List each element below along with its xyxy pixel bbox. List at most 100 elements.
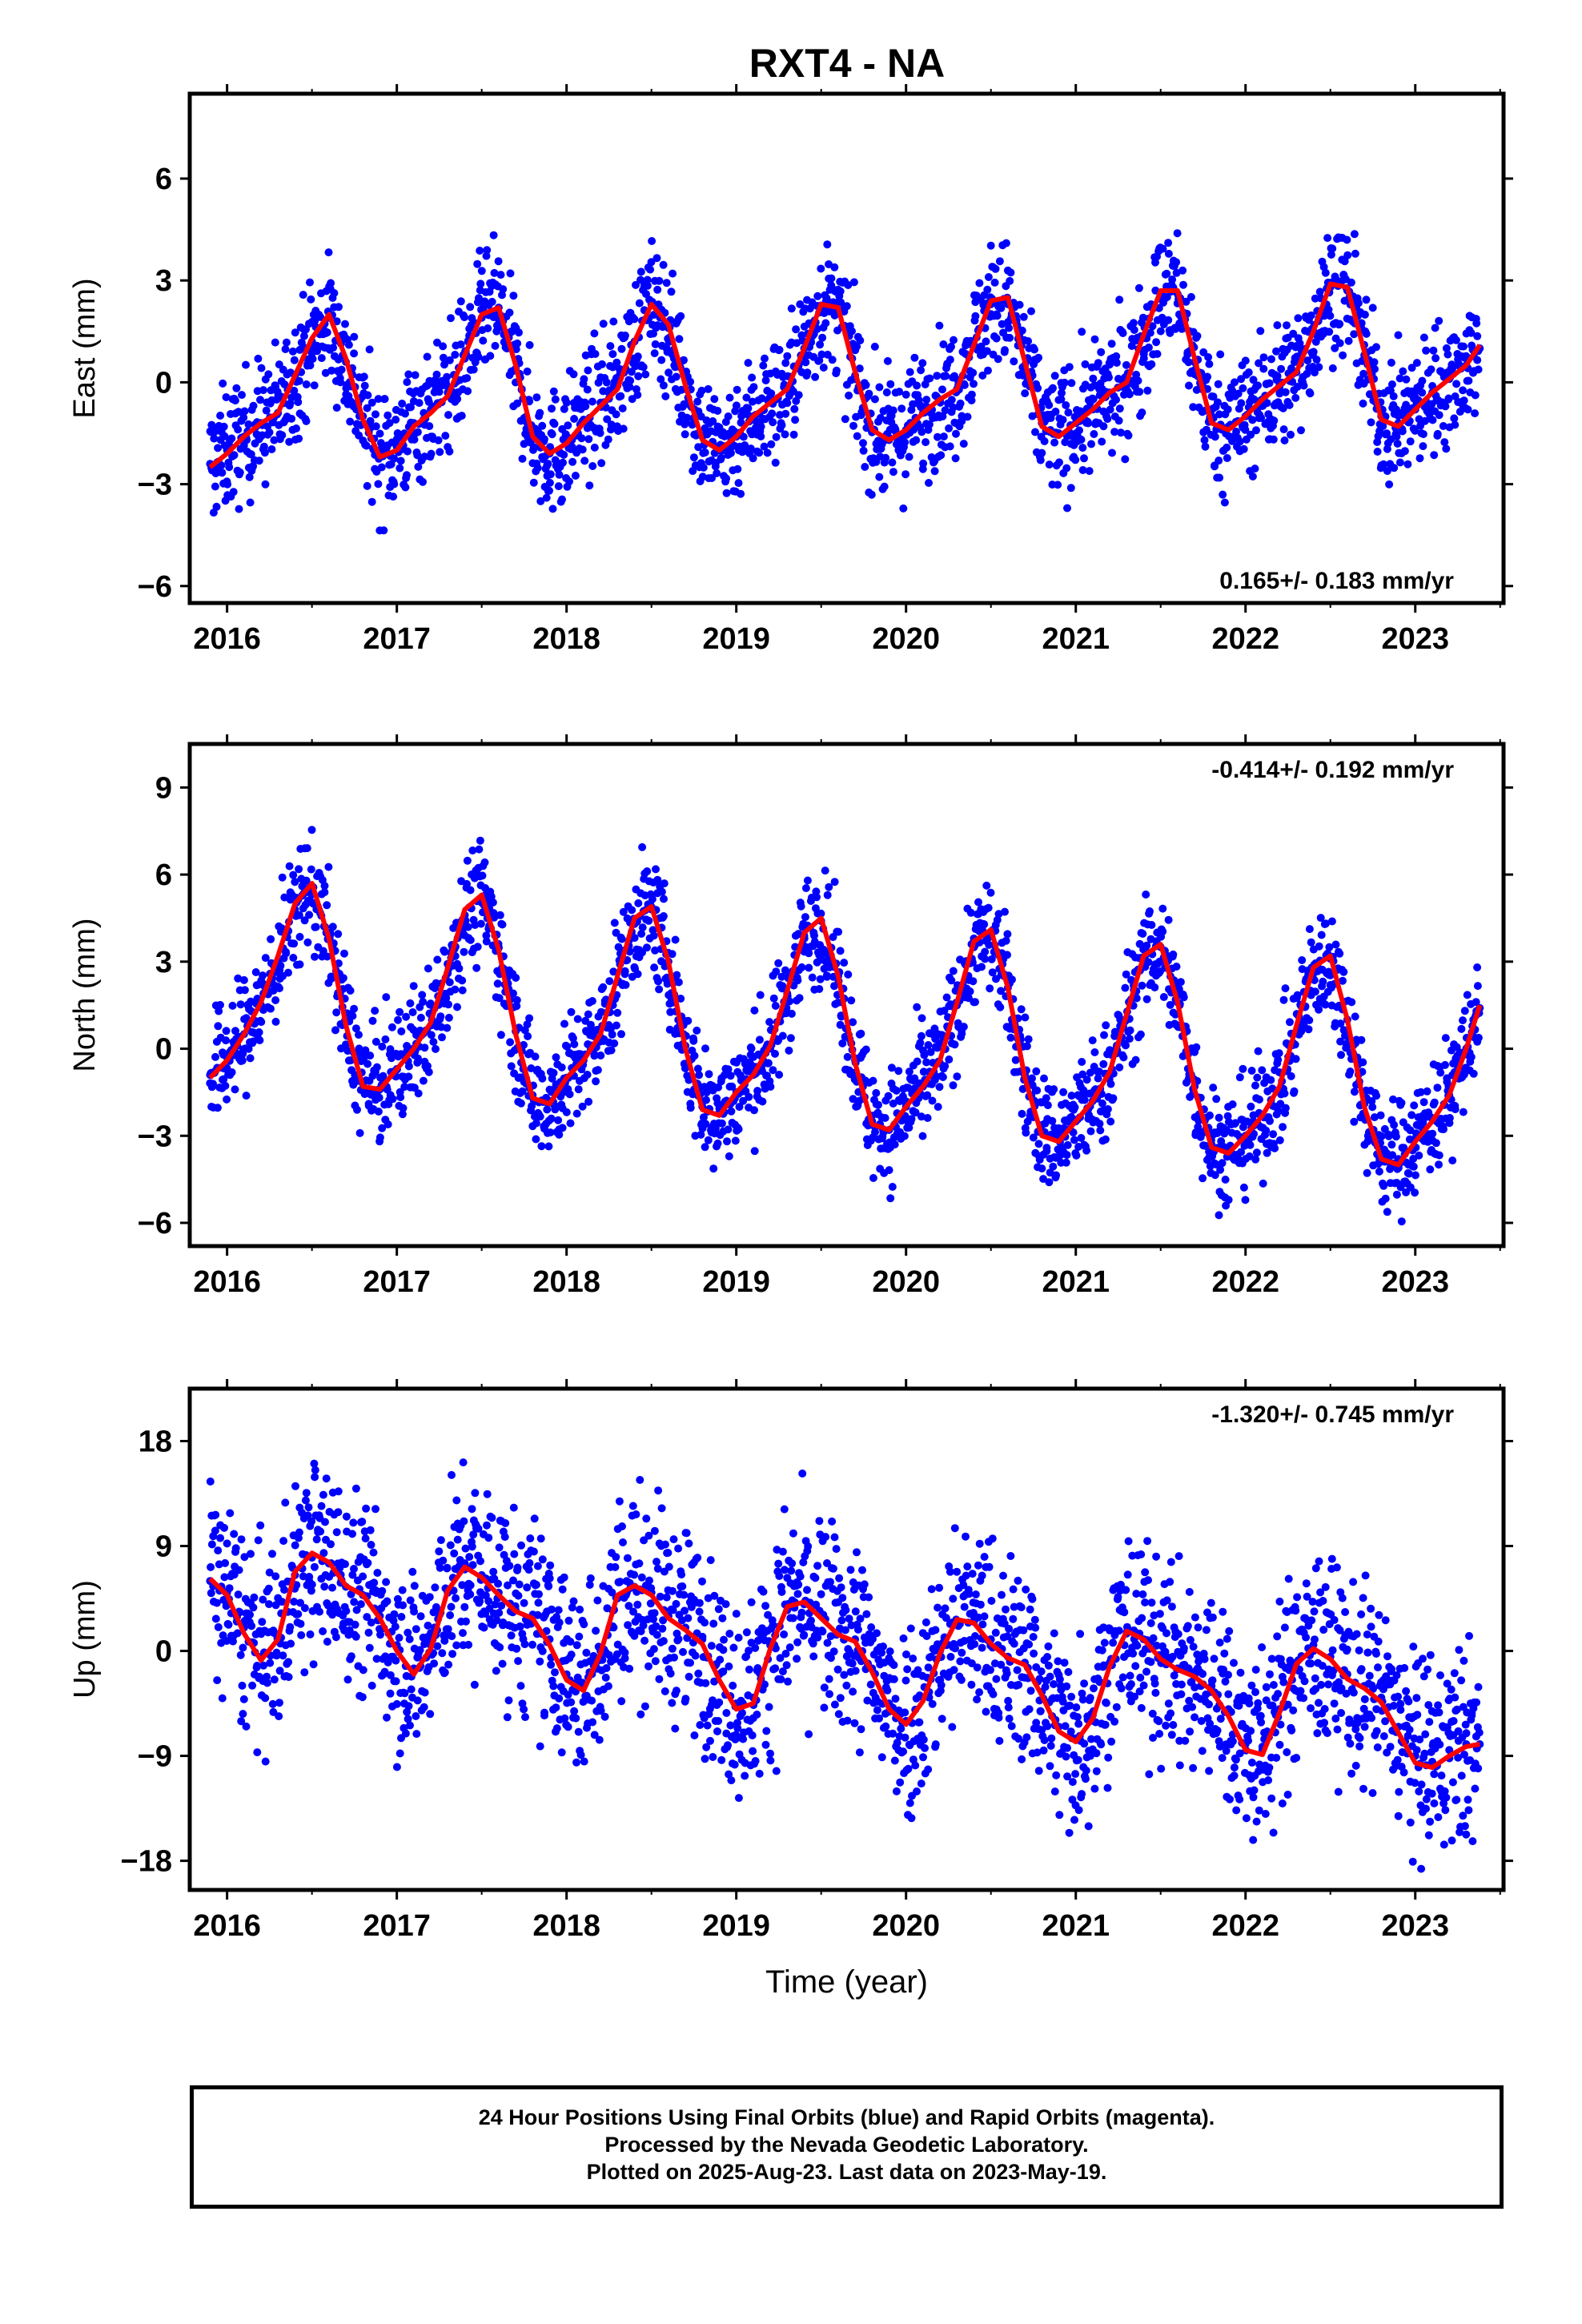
north-point bbox=[778, 982, 787, 991]
north-point bbox=[453, 1003, 461, 1011]
east-point bbox=[496, 271, 505, 279]
north-point bbox=[1122, 1041, 1130, 1050]
east-point bbox=[1062, 401, 1070, 409]
north-point bbox=[1415, 1151, 1423, 1160]
north-point bbox=[724, 1065, 733, 1074]
north-point bbox=[414, 1089, 423, 1098]
east-point bbox=[650, 349, 659, 358]
east-point bbox=[1340, 257, 1349, 266]
north-point bbox=[227, 1068, 236, 1076]
north-point bbox=[427, 1031, 436, 1039]
north-point bbox=[291, 878, 299, 887]
north-point bbox=[409, 982, 418, 991]
east-point bbox=[1089, 374, 1098, 383]
east-frame bbox=[187, 91, 1506, 605]
east-point bbox=[697, 386, 706, 395]
north-point bbox=[482, 931, 491, 940]
up-point bbox=[206, 1478, 215, 1486]
north-point bbox=[436, 1012, 445, 1021]
north-point bbox=[758, 1097, 767, 1106]
east-point bbox=[1189, 403, 1198, 412]
north-point bbox=[1347, 998, 1356, 1007]
east-point bbox=[262, 406, 271, 415]
north-point bbox=[1138, 981, 1146, 990]
east-point bbox=[529, 443, 538, 452]
east-point bbox=[1269, 435, 1278, 444]
north-point bbox=[702, 1096, 710, 1104]
north-point bbox=[543, 1105, 552, 1114]
east-point bbox=[1138, 408, 1146, 417]
east-point bbox=[295, 434, 303, 443]
north-point bbox=[1459, 1016, 1467, 1025]
north-point bbox=[628, 906, 636, 915]
north-point bbox=[573, 1015, 582, 1023]
north-y-tick-label: 3 bbox=[155, 946, 172, 979]
east-point bbox=[259, 386, 267, 395]
east-point bbox=[1241, 356, 1250, 365]
north-y-tick-label: 9 bbox=[155, 771, 172, 805]
north-point bbox=[890, 1140, 899, 1149]
east-point bbox=[264, 370, 273, 379]
north-point bbox=[728, 1082, 737, 1091]
north-point bbox=[1150, 983, 1159, 991]
north-point bbox=[1255, 1096, 1263, 1104]
north-point bbox=[1235, 1073, 1244, 1082]
north-point bbox=[1274, 1055, 1283, 1064]
north-point bbox=[466, 935, 475, 944]
north-point bbox=[209, 1080, 217, 1088]
east-point bbox=[875, 472, 884, 481]
east-point bbox=[365, 345, 374, 354]
east-point bbox=[1156, 327, 1165, 336]
north-point bbox=[907, 1115, 916, 1124]
east-point bbox=[568, 443, 576, 452]
east-point bbox=[1031, 428, 1039, 436]
east-point bbox=[978, 371, 987, 380]
north-point bbox=[1103, 1105, 1112, 1113]
north-point bbox=[211, 1052, 219, 1061]
east-point bbox=[425, 422, 434, 431]
east-point bbox=[371, 422, 380, 431]
north-point bbox=[445, 978, 454, 987]
east-point bbox=[306, 278, 314, 287]
north-point bbox=[825, 883, 833, 891]
east-y-tick-label: −3 bbox=[138, 468, 172, 502]
north-point bbox=[366, 1051, 375, 1060]
north-point bbox=[699, 1113, 708, 1122]
east-point bbox=[292, 424, 300, 432]
north-point bbox=[1307, 938, 1315, 947]
east-point bbox=[570, 415, 579, 423]
north-point bbox=[660, 895, 668, 903]
east-point bbox=[651, 340, 660, 348]
north-point bbox=[1052, 1171, 1061, 1180]
east-point bbox=[1331, 344, 1339, 352]
north-point bbox=[610, 1039, 619, 1047]
north-point bbox=[584, 1097, 593, 1106]
up-point bbox=[220, 1573, 229, 1582]
north-point bbox=[1211, 1171, 1219, 1180]
east-point bbox=[564, 421, 572, 430]
north-point bbox=[1142, 941, 1151, 950]
east-point bbox=[1362, 296, 1371, 304]
north-point bbox=[958, 1029, 966, 1038]
east-point bbox=[227, 434, 236, 443]
east-point bbox=[231, 396, 239, 405]
east-point bbox=[490, 268, 499, 277]
east-point bbox=[350, 332, 359, 341]
north-point bbox=[805, 963, 813, 972]
north-point bbox=[774, 959, 783, 967]
north-point bbox=[1029, 1133, 1038, 1142]
north-point bbox=[1431, 1139, 1440, 1148]
east-point bbox=[844, 281, 853, 289]
east-point bbox=[647, 258, 656, 267]
north-point bbox=[372, 1063, 381, 1072]
east-point bbox=[441, 432, 450, 440]
east-point bbox=[1239, 384, 1247, 392]
north-point bbox=[805, 949, 813, 958]
east-point bbox=[1373, 448, 1382, 456]
east-point bbox=[577, 434, 586, 443]
east-point bbox=[271, 338, 279, 347]
north-point bbox=[836, 1020, 845, 1029]
east-point bbox=[1256, 327, 1265, 336]
east-point bbox=[743, 410, 752, 419]
north-point bbox=[987, 955, 996, 963]
